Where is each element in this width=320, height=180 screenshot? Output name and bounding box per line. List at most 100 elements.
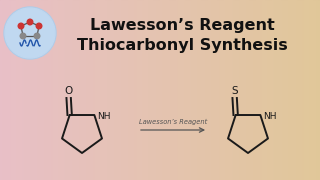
Bar bbox=[241, 0, 243, 180]
Bar bbox=[181, 0, 183, 180]
Bar bbox=[233, 0, 234, 180]
Bar bbox=[203, 0, 204, 180]
Bar bbox=[223, 0, 225, 180]
Bar bbox=[159, 0, 161, 180]
Bar bbox=[30, 0, 31, 180]
Bar bbox=[220, 0, 221, 180]
Bar bbox=[183, 0, 185, 180]
Bar bbox=[215, 0, 217, 180]
Bar bbox=[178, 0, 180, 180]
Bar bbox=[16, 0, 18, 180]
Bar bbox=[85, 0, 87, 180]
Bar bbox=[268, 0, 269, 180]
Bar bbox=[59, 0, 60, 180]
Bar bbox=[222, 0, 223, 180]
Bar bbox=[283, 0, 284, 180]
Bar bbox=[57, 0, 58, 180]
Bar bbox=[93, 0, 94, 180]
Bar bbox=[242, 0, 244, 180]
Bar bbox=[44, 0, 45, 180]
Bar bbox=[236, 0, 237, 180]
Bar bbox=[146, 0, 148, 180]
Bar bbox=[63, 0, 65, 180]
Bar bbox=[282, 0, 283, 180]
Bar bbox=[286, 0, 287, 180]
Bar bbox=[31, 0, 33, 180]
Bar bbox=[230, 0, 232, 180]
Bar bbox=[297, 0, 298, 180]
Bar bbox=[96, 0, 98, 180]
Bar bbox=[98, 0, 100, 180]
Bar bbox=[55, 0, 57, 180]
Bar bbox=[106, 0, 107, 180]
Bar bbox=[300, 0, 301, 180]
Bar bbox=[218, 0, 219, 180]
Bar bbox=[247, 0, 249, 180]
Bar bbox=[76, 0, 77, 180]
Bar bbox=[288, 0, 290, 180]
Bar bbox=[113, 0, 115, 180]
Bar bbox=[5, 0, 7, 180]
Bar bbox=[73, 0, 74, 180]
Bar bbox=[37, 0, 39, 180]
Bar bbox=[314, 0, 315, 180]
Bar bbox=[298, 0, 299, 180]
Bar bbox=[171, 0, 172, 180]
Bar bbox=[195, 0, 197, 180]
Circle shape bbox=[4, 7, 56, 59]
Bar bbox=[108, 0, 109, 180]
Circle shape bbox=[34, 33, 40, 39]
Bar bbox=[150, 0, 152, 180]
Bar bbox=[116, 0, 118, 180]
Bar bbox=[291, 0, 293, 180]
Bar bbox=[217, 0, 218, 180]
Bar bbox=[244, 0, 246, 180]
Bar bbox=[151, 0, 153, 180]
Text: NH: NH bbox=[97, 112, 111, 121]
Bar bbox=[292, 0, 294, 180]
Bar bbox=[123, 0, 124, 180]
Bar bbox=[192, 0, 194, 180]
Bar bbox=[18, 0, 20, 180]
Bar bbox=[284, 0, 285, 180]
Bar bbox=[130, 0, 132, 180]
Bar bbox=[105, 0, 106, 180]
Bar bbox=[143, 0, 145, 180]
Bar bbox=[227, 0, 229, 180]
Bar bbox=[167, 0, 169, 180]
Bar bbox=[131, 0, 133, 180]
Bar bbox=[212, 0, 214, 180]
Bar bbox=[313, 0, 314, 180]
Bar bbox=[102, 0, 104, 180]
Bar bbox=[141, 0, 142, 180]
Bar bbox=[153, 0, 154, 180]
Bar bbox=[309, 0, 311, 180]
Bar bbox=[194, 0, 196, 180]
Bar bbox=[251, 0, 252, 180]
Bar bbox=[109, 0, 110, 180]
Bar bbox=[182, 0, 184, 180]
Bar bbox=[25, 0, 26, 180]
Bar bbox=[89, 0, 90, 180]
Bar bbox=[185, 0, 186, 180]
Bar bbox=[79, 0, 81, 180]
Bar bbox=[58, 0, 59, 180]
Bar bbox=[285, 0, 286, 180]
Bar bbox=[196, 0, 198, 180]
Bar bbox=[201, 0, 202, 180]
Bar bbox=[276, 0, 278, 180]
Bar bbox=[253, 0, 254, 180]
Bar bbox=[124, 0, 125, 180]
Bar bbox=[82, 0, 84, 180]
Bar bbox=[174, 0, 175, 180]
Text: NH: NH bbox=[263, 112, 277, 121]
Bar bbox=[43, 0, 44, 180]
Bar bbox=[228, 0, 230, 180]
Bar bbox=[295, 0, 297, 180]
Bar bbox=[35, 0, 37, 180]
Bar bbox=[277, 0, 279, 180]
Bar bbox=[211, 0, 213, 180]
Bar bbox=[15, 0, 17, 180]
Bar bbox=[23, 0, 25, 180]
Bar bbox=[226, 0, 228, 180]
